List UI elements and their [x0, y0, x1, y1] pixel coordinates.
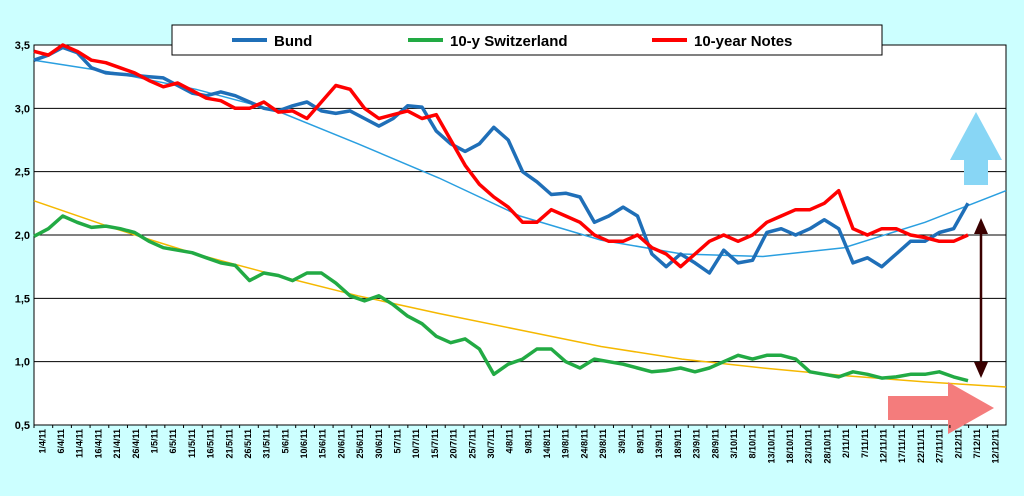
x-tick-label: 1/4/11: [37, 429, 47, 454]
y-tick-label: 2,0: [15, 230, 30, 242]
x-tick-label: 21/5/11: [224, 429, 234, 459]
x-tick-label: 28/10/11: [822, 429, 832, 464]
y-tick-label: 0,5: [15, 420, 30, 432]
x-tick-label: 19/8/11: [561, 429, 571, 459]
y-tick-label: 3,5: [15, 40, 30, 52]
x-tick-label: 2/12/11: [953, 429, 963, 459]
x-tick-label: 3/9/11: [617, 429, 627, 454]
x-tick-label: 5/7/11: [393, 429, 403, 454]
x-tick-label: 25/6/11: [355, 429, 365, 459]
x-tick-label: 21/4/11: [112, 429, 122, 459]
series-line-0: [33, 45, 970, 275]
double-arrow-head-top: [974, 218, 988, 234]
x-tick-label: 11/5/11: [187, 429, 197, 458]
x-tick-label: 28/9/11: [710, 429, 720, 459]
x-tick-label: 27/11/11: [935, 429, 945, 463]
x-tick-label: 3/10/11: [729, 429, 739, 459]
x-tick-label: 10/6/11: [299, 429, 309, 459]
x-tick-label: 14/8/11: [542, 429, 552, 459]
x-tick-label: 30/7/11: [486, 429, 496, 459]
x-tick-label: 6/4/11: [56, 429, 66, 454]
x-tick-label: 23/10/11: [804, 429, 814, 464]
x-tick-label: 29/8/11: [598, 429, 608, 459]
series-line-2: [33, 43, 969, 269]
x-tick-label: 7/11/11: [860, 429, 870, 458]
x-axis: 1/4/11 6/4/11 11/4/11 16/4/11 21/4/11 26/4/11…: [33, 425, 1001, 464]
legend-label: 10-y Switzerland: [450, 33, 568, 50]
x-tick-label: 2/11/11: [841, 429, 851, 458]
y-tick-label: 1,0: [15, 357, 30, 369]
legend: Bund 10-y Switzerland 10-year Notes: [171, 24, 883, 56]
grid: [34, 107, 1006, 363]
x-tick-label: 12/12/11: [991, 429, 1001, 464]
x-tick-label: 18/10/11: [785, 429, 795, 464]
x-tick-label: 7/12/11: [972, 429, 982, 459]
x-tick-label: 30/6/11: [374, 429, 384, 459]
y-axis: 0,5 1,0 1,5 2,0 2,5 3,0 3,5: [15, 40, 30, 432]
x-tick-label: 16/4/11: [93, 429, 103, 459]
x-tick-label: 15/6/11: [318, 429, 328, 459]
x-tick-label: 11/4/11: [75, 429, 85, 458]
x-tick-label: 1/5/11: [150, 429, 160, 454]
x-tick-label: 8/9/11: [636, 429, 646, 454]
x-tick-label: 15/7/11: [430, 429, 440, 459]
x-tick-label: 8/10/11: [748, 429, 758, 459]
annotations: [888, 112, 1002, 434]
legend-label: Bund: [274, 33, 312, 50]
x-tick-label: 10/7/11: [411, 429, 421, 459]
x-tick-label: 5/6/11: [280, 429, 290, 454]
x-tick-label: 26/5/11: [243, 429, 253, 459]
x-tick-label: 16/5/11: [206, 429, 216, 459]
series-lines: [33, 43, 970, 383]
x-tick-label: 25/7/11: [467, 429, 477, 459]
x-tick-label: 24/8/11: [579, 429, 589, 459]
x-tick-label: 12/11/11: [879, 429, 889, 463]
up-arrow-icon: [950, 112, 1002, 185]
x-tick-label: 4/8/11: [505, 429, 515, 454]
x-tick-label: 23/9/11: [692, 429, 702, 459]
trendline-0: [33, 59, 1007, 258]
x-tick-label: 26/4/11: [131, 429, 141, 459]
legend-label: 10-year Notes: [694, 33, 792, 50]
right-arrow-icon: [888, 382, 994, 434]
x-tick-label: 6/5/11: [168, 429, 178, 454]
series-line-1: [33, 214, 969, 383]
x-tick-label: 13/10/11: [766, 429, 776, 464]
x-tick-label: 17/11/11: [897, 429, 907, 463]
x-tick-label: 31/5/11: [262, 429, 272, 459]
y-tick-label: 1,5: [15, 293, 30, 305]
legend-box: [171, 24, 883, 56]
y-tick-label: 2,5: [15, 167, 30, 179]
x-tick-label: 18/9/11: [673, 429, 683, 459]
x-tick-label: 13/9/11: [654, 429, 664, 459]
y-tick-label: 3,0: [15, 103, 30, 115]
double-arrow-head-bottom: [974, 362, 988, 378]
x-tick-label: 20/7/11: [449, 429, 459, 459]
x-tick-label: 22/11/11: [916, 429, 926, 463]
x-tick-label: 20/6/11: [336, 429, 346, 459]
x-tick-label: 9/8/11: [523, 429, 533, 454]
